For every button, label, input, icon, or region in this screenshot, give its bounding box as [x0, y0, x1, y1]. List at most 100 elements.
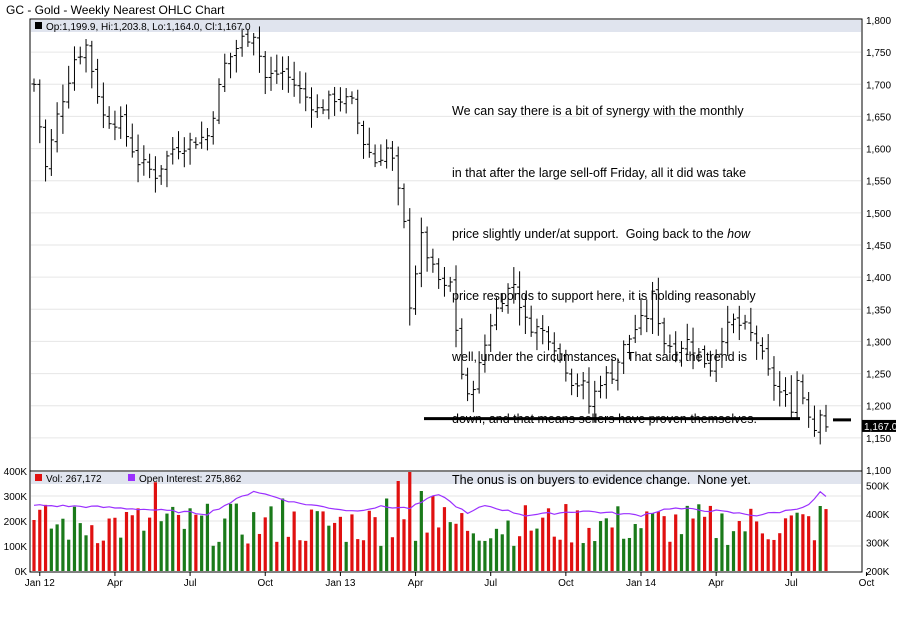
volume-bar	[113, 517, 117, 571]
ohlc-bar	[233, 39, 239, 73]
x-tick-label: Jan 14	[626, 578, 656, 589]
volume-bar	[726, 544, 730, 571]
ohlc-bar	[441, 266, 447, 297]
ohlc-bar	[621, 340, 627, 374]
volume-bar	[246, 543, 250, 571]
ohlc-bar	[817, 409, 823, 445]
volume-bars	[32, 472, 828, 571]
last-price-label: 1,167.0	[864, 422, 898, 433]
volume-bar	[541, 517, 545, 571]
volume-bar	[315, 511, 319, 571]
volume-bar	[645, 511, 649, 571]
volume-bar	[702, 516, 707, 571]
ohlc-bar	[482, 334, 488, 373]
volume-bar	[523, 505, 527, 571]
ohlc-bar	[447, 276, 453, 292]
ohlc-bar	[725, 305, 731, 356]
volume-bar	[90, 525, 94, 571]
ohlc-bar	[395, 146, 401, 206]
ohlc-bar	[268, 56, 274, 91]
x-tick-label: Oct	[257, 578, 273, 589]
volume-bar	[240, 534, 244, 571]
volume-bar	[327, 525, 331, 571]
ohlc-bar	[736, 305, 742, 341]
price-tick-label: 1,200	[866, 402, 891, 413]
price-tick-label: 1,350	[866, 305, 891, 316]
ohlc-bar	[187, 132, 193, 165]
ohlc-bar	[66, 65, 72, 109]
ohlc-bar	[291, 61, 297, 97]
ohlc-bar	[702, 345, 708, 368]
ohlc-bar	[707, 350, 713, 377]
volume-bar	[720, 513, 724, 571]
ohlc-bar	[303, 72, 309, 112]
volume-bar	[269, 506, 273, 571]
ohlc-bar	[251, 33, 257, 56]
volume-bar	[610, 527, 614, 571]
ohlc-bar	[389, 140, 395, 171]
volume-bar	[390, 537, 395, 571]
ohlc-bar	[777, 371, 783, 407]
volume-bar	[801, 514, 805, 571]
ohlc-bar	[401, 183, 407, 229]
volume-bar	[78, 523, 82, 571]
ohlc-bar	[95, 58, 101, 104]
ohlc-bar	[794, 371, 800, 419]
volume-bar	[38, 509, 42, 571]
volume-bar	[211, 545, 215, 571]
open-interest-line	[33, 490, 827, 518]
ohlc-bar	[748, 307, 754, 342]
ohlc-bar	[574, 373, 580, 398]
volume-bar	[217, 541, 221, 571]
volume-tick-label: 400K	[4, 467, 28, 478]
volume-bar	[633, 524, 637, 571]
volume-bar	[84, 535, 88, 571]
x-tick-label: Jul	[484, 578, 497, 589]
volume-bar	[413, 540, 418, 571]
volume-bar	[593, 541, 597, 571]
volume-bar	[124, 511, 129, 571]
price-tick-label: 1,450	[866, 241, 891, 252]
ohlc-bar	[378, 144, 384, 166]
ohlc-bar	[112, 110, 118, 141]
volume-bar	[148, 517, 152, 571]
ohlc-bar	[228, 52, 234, 79]
ohlc-bar	[366, 127, 372, 158]
volume-bar	[286, 536, 290, 571]
volume-bar	[708, 505, 712, 571]
volume-bar	[280, 498, 285, 571]
ohlc-bar	[424, 226, 430, 272]
volume-legend: Vol: 267,172	[46, 474, 102, 485]
volume-bar	[304, 540, 308, 571]
x-tick-label: Oct	[859, 578, 875, 589]
volume-bar	[385, 498, 389, 571]
volume-bar	[188, 508, 192, 571]
volume-bar	[402, 519, 406, 571]
price-tick-label: 1,400	[866, 273, 891, 284]
ohlc-bar	[626, 334, 632, 360]
volume-bar	[344, 541, 348, 571]
ohlc-bar	[586, 367, 592, 414]
ohlc-bar	[650, 281, 656, 335]
ohlc-bar	[765, 334, 771, 376]
ohlc-bar	[176, 131, 182, 160]
ohlc-bar	[806, 392, 812, 428]
ohlc-bar	[493, 297, 499, 331]
volume-bar	[408, 472, 412, 571]
volume-bar	[489, 538, 493, 571]
ohlc-bar	[540, 315, 546, 345]
x-tick-label: Jul	[184, 578, 197, 589]
oi-tick-label: 400K	[866, 510, 890, 521]
volume-bar	[772, 539, 776, 571]
volume-bar	[656, 511, 660, 571]
volume-bar	[136, 508, 140, 571]
ohlc-bar	[372, 144, 378, 168]
price-tick-label: 1,300	[866, 337, 891, 348]
volume-bar	[685, 505, 689, 571]
ohlc-bar	[164, 150, 170, 188]
oi-tick-label: 300K	[866, 538, 890, 549]
volume-bar	[257, 533, 262, 571]
ohlc-bar	[210, 111, 216, 145]
ohlc-bar	[216, 78, 222, 125]
ohlc-bar	[37, 79, 43, 144]
